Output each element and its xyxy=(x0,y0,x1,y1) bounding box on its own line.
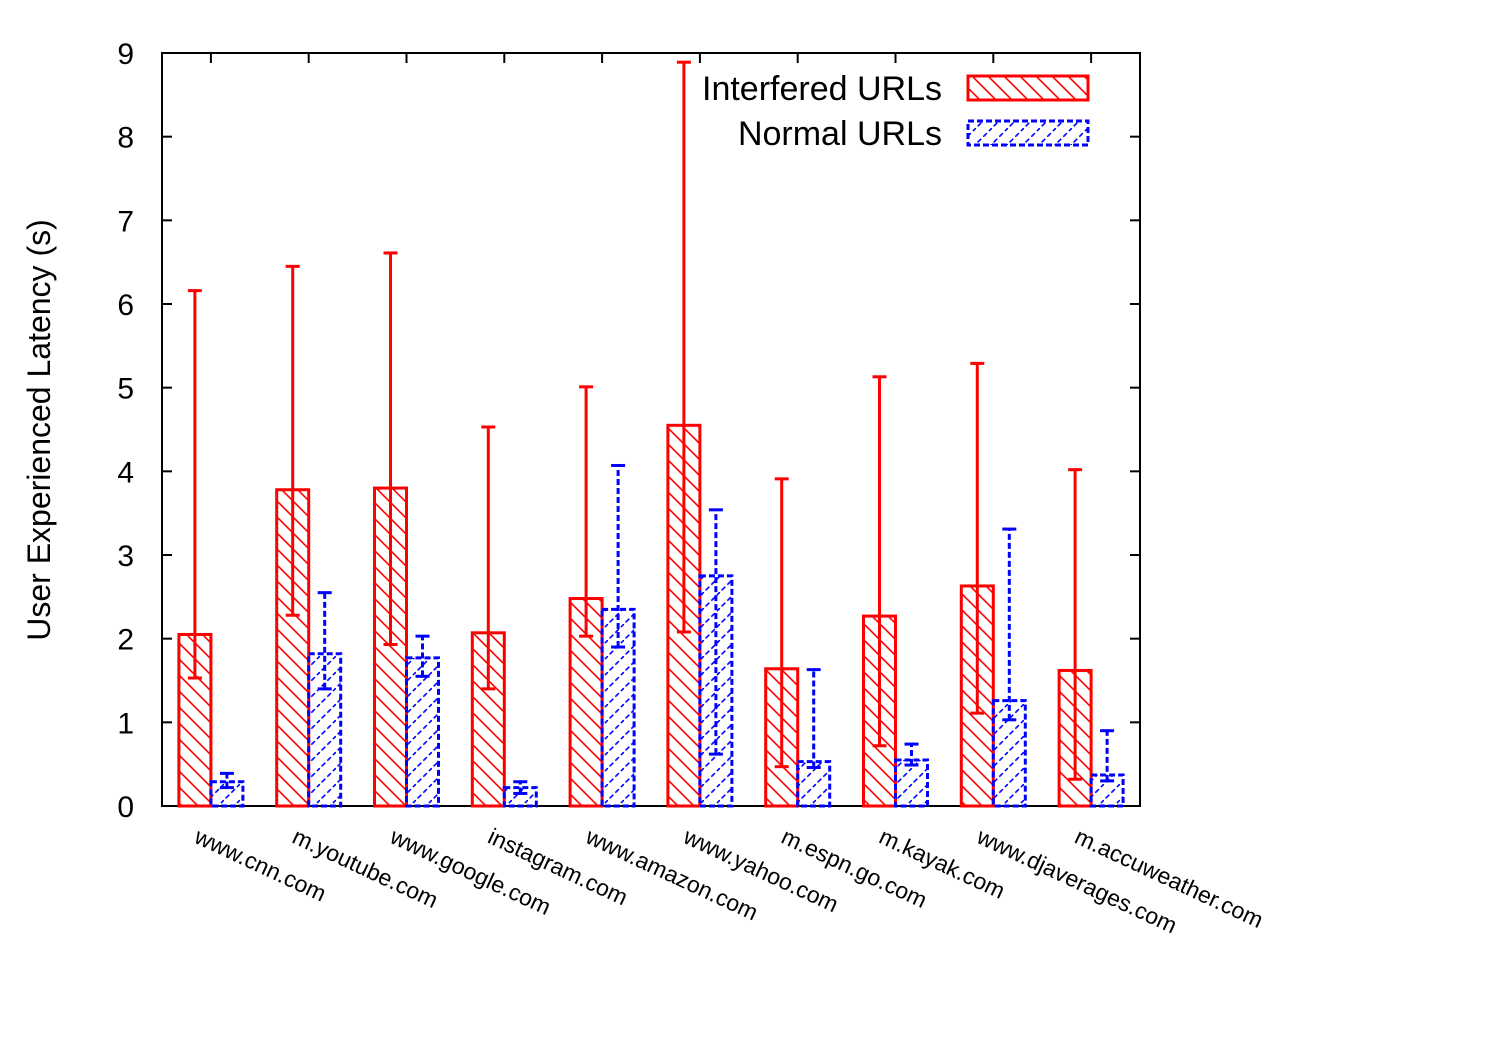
x-tick-label: www.amazon.com xyxy=(581,823,762,926)
y-tick-label: 3 xyxy=(117,540,134,573)
bars xyxy=(177,423,1125,808)
y-tick-label: 2 xyxy=(117,624,134,657)
x-tick-label: www.google.com xyxy=(385,823,554,920)
legend: Interfered URLs Normal URLs xyxy=(702,70,1090,153)
legend-swatch-normal xyxy=(966,119,1090,147)
y-tick-label: 7 xyxy=(117,205,134,238)
legend-swatch-interfered xyxy=(966,74,1090,102)
bar-normal xyxy=(796,760,832,808)
y-tick-label: 8 xyxy=(117,122,134,155)
bar-normal xyxy=(600,607,636,808)
bar-normal xyxy=(405,656,440,808)
error-bars xyxy=(187,60,1115,795)
y-tick-label: 4 xyxy=(117,456,134,489)
bar-normal xyxy=(894,758,929,808)
y-tick-label: 1 xyxy=(117,707,134,740)
y-tick-label: 5 xyxy=(117,373,134,406)
y-axis-label: User Experienced Latency (s) xyxy=(21,219,57,641)
legend-label-normal: Normal URLs xyxy=(738,115,942,153)
x-tick-labels: www.cnn.comm.youtube.comwww.google.comin… xyxy=(190,823,1267,939)
bar-normal xyxy=(502,786,538,808)
y-tick-label: 9 xyxy=(117,38,134,71)
axes: 0 1 2 3 4 5 6 7 8 9 xyxy=(117,38,1141,824)
y-tick-label: 6 xyxy=(117,289,134,322)
plot-frame xyxy=(161,52,1141,807)
legend-label-interfered: Interfered URLs xyxy=(702,70,942,108)
y-tick-label: 0 xyxy=(117,791,134,824)
